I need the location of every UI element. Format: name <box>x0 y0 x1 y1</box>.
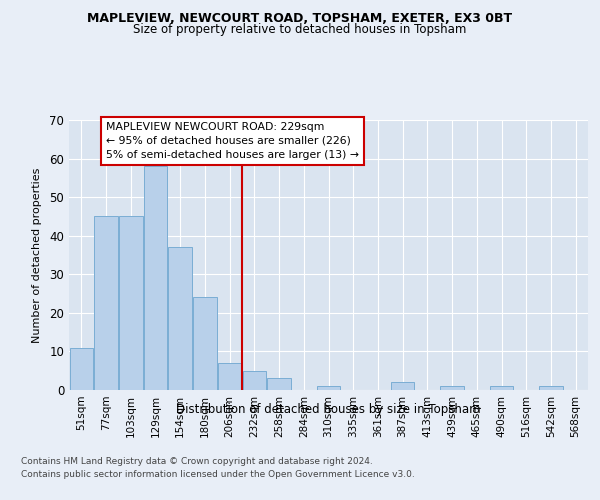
Bar <box>119 216 143 390</box>
Bar <box>440 386 464 390</box>
Bar <box>169 248 192 390</box>
Bar <box>539 386 563 390</box>
Bar <box>193 298 217 390</box>
Bar <box>268 378 291 390</box>
Bar <box>70 348 93 390</box>
Text: Size of property relative to detached houses in Topsham: Size of property relative to detached ho… <box>133 22 467 36</box>
Bar <box>242 370 266 390</box>
Bar <box>94 216 118 390</box>
Text: MAPLEVIEW NEWCOURT ROAD: 229sqm
← 95% of detached houses are smaller (226)
5% of: MAPLEVIEW NEWCOURT ROAD: 229sqm ← 95% of… <box>106 122 359 160</box>
Bar <box>144 166 167 390</box>
Bar <box>317 386 340 390</box>
Text: MAPLEVIEW, NEWCOURT ROAD, TOPSHAM, EXETER, EX3 0BT: MAPLEVIEW, NEWCOURT ROAD, TOPSHAM, EXETE… <box>88 12 512 26</box>
Bar <box>218 363 241 390</box>
Text: Contains HM Land Registry data © Crown copyright and database right 2024.: Contains HM Land Registry data © Crown c… <box>21 458 373 466</box>
Text: Contains public sector information licensed under the Open Government Licence v3: Contains public sector information licen… <box>21 470 415 479</box>
Y-axis label: Number of detached properties: Number of detached properties <box>32 168 43 342</box>
Text: Distribution of detached houses by size in Topsham: Distribution of detached houses by size … <box>176 402 481 415</box>
Bar <box>490 386 513 390</box>
Bar <box>391 382 415 390</box>
